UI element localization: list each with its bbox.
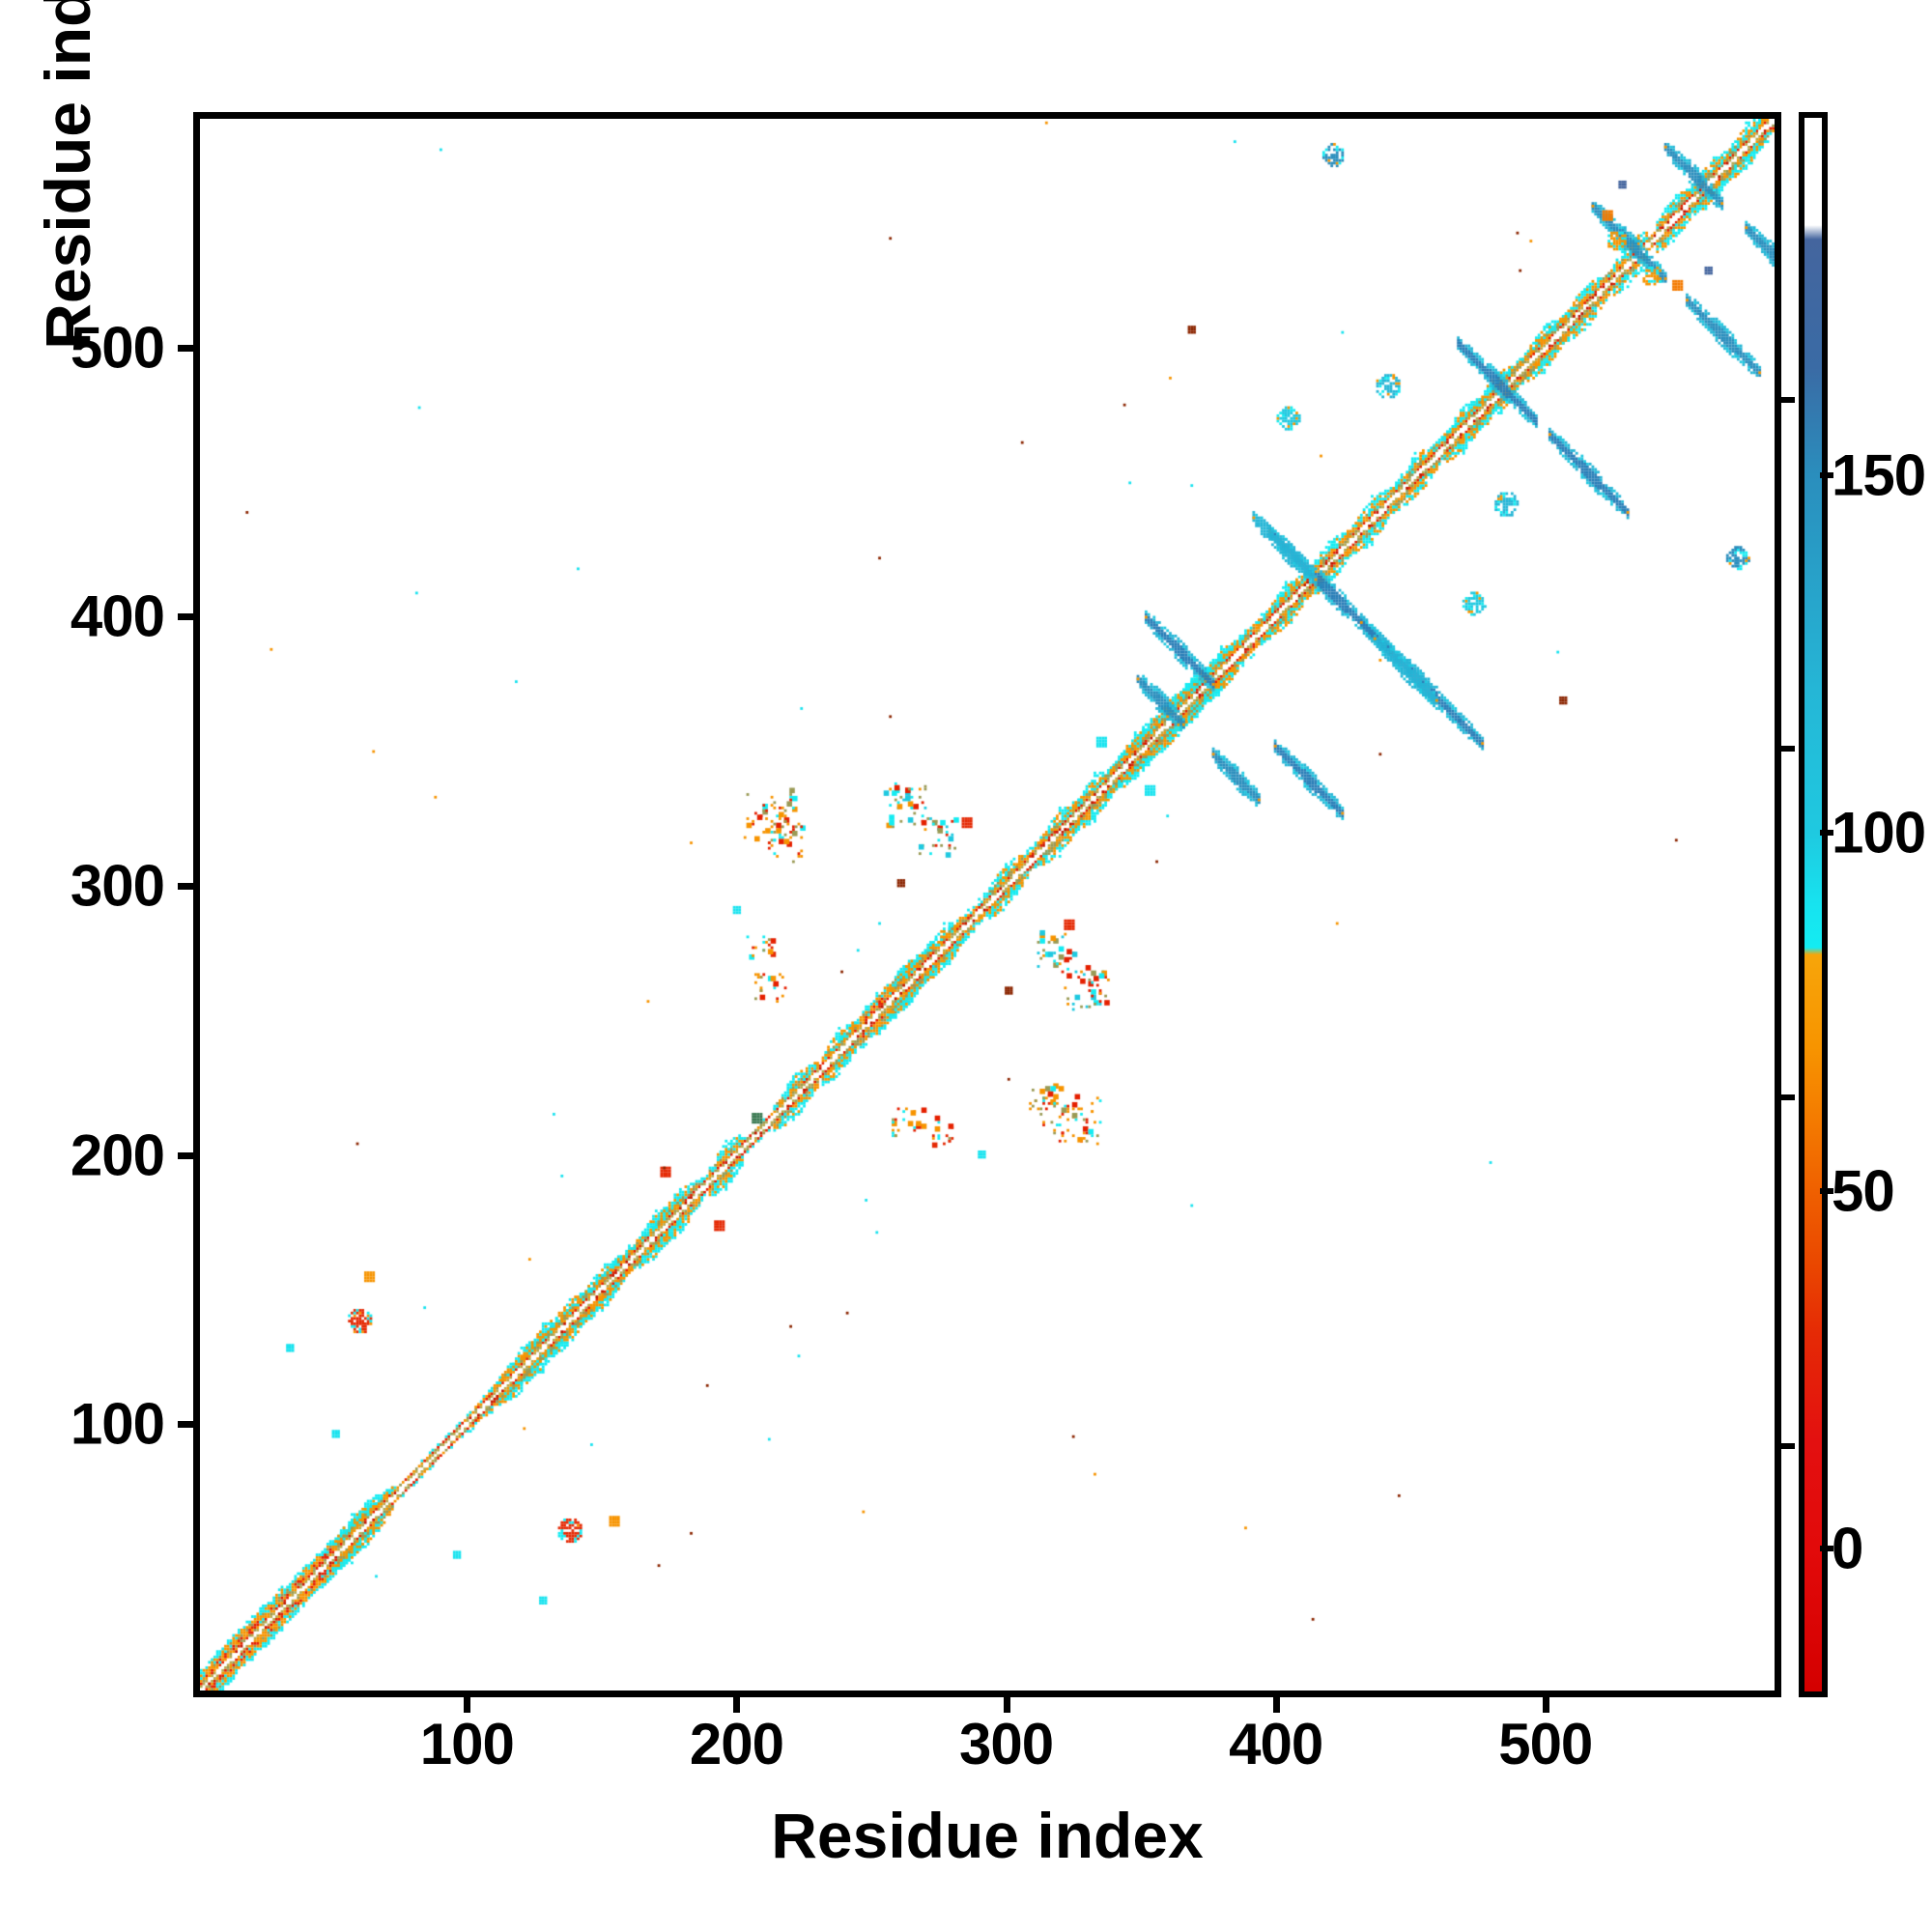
y-tick-label-400: 400 [70,583,165,649]
x-tick-label-100: 100 [419,1712,515,1776]
y-tick-300 [178,882,193,890]
colorbar-tick-label-150: 150 [1832,442,1926,508]
colorbar-gradient [1804,118,1822,1691]
colorbar-tick-label-0: 0 [1832,1516,1863,1581]
y-axis-title: Residue index [32,0,103,350]
plot-right-minor-tick-0 [1781,397,1795,404]
x-tick-label-400: 400 [1229,1712,1323,1776]
x-axis-title: Residue index [771,1800,1204,1871]
x-tick-label-500: 500 [1498,1712,1593,1776]
plot-right-minor-tick-3 [1781,1443,1795,1450]
colorbar-tick-50 [1820,1187,1833,1194]
colorbar-tick-100 [1820,830,1833,837]
y-tick-label-100: 100 [70,1391,165,1457]
plot-right-minor-tick-2 [1781,1094,1795,1101]
colorbar-tick-label-100: 100 [1832,800,1926,866]
colorbar-tick-0 [1820,1545,1833,1551]
contact-map-canvas [200,119,1775,1690]
colorbar [1799,112,1828,1697]
y-tick-200 [178,1151,193,1159]
colorbar-tick-label-50: 50 [1832,1158,1895,1224]
x-tick-500 [1542,1697,1549,1713]
x-tick-label-200: 200 [689,1712,784,1776]
y-tick-label-500: 500 [70,315,165,381]
x-tick-100 [464,1697,471,1713]
y-tick-500 [178,344,193,352]
x-tick-400 [1272,1697,1280,1713]
x-tick-200 [733,1697,741,1713]
plot-right-minor-tick-1 [1781,746,1795,753]
colorbar-frame [1799,112,1828,1697]
colorbar-tick-150 [1820,472,1833,479]
x-tick-label-300: 300 [958,1712,1054,1776]
x-tick-300 [1003,1697,1010,1713]
y-tick-100 [178,1421,193,1429]
y-tick-label-300: 300 [70,853,165,919]
y-tick-400 [178,613,193,621]
y-tick-label-200: 200 [70,1122,165,1188]
contact-map-plot [193,112,1781,1697]
